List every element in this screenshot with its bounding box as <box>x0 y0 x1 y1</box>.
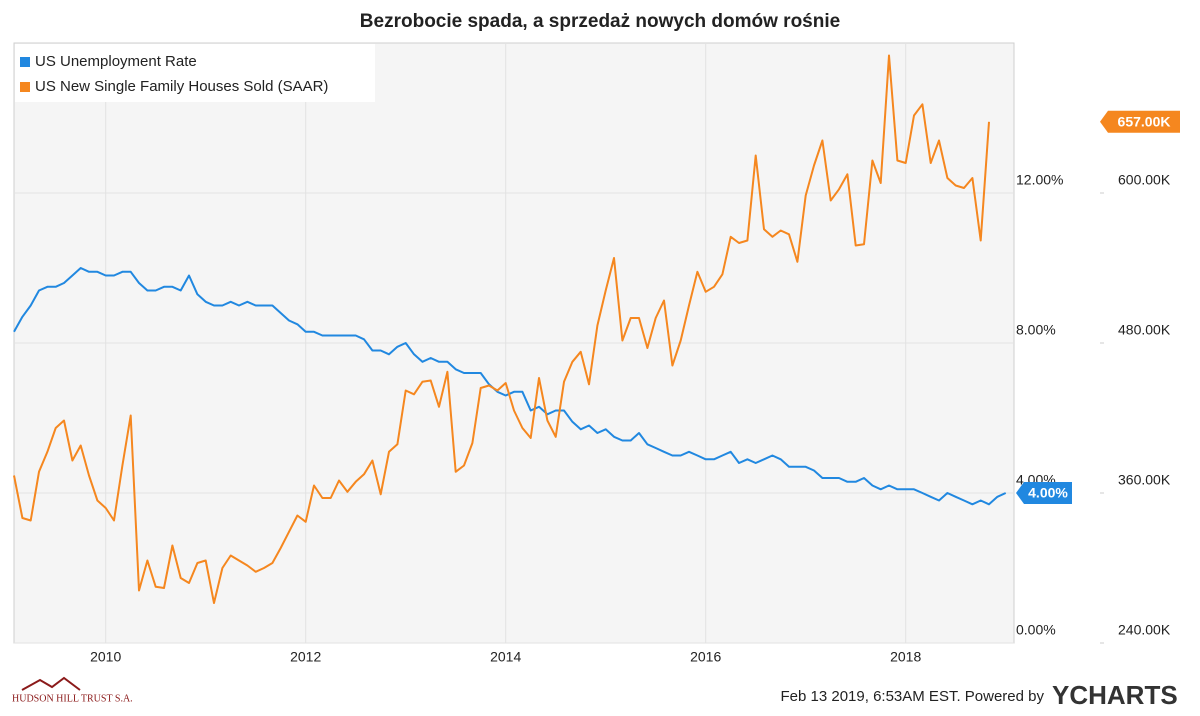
legend-swatch <box>20 57 30 67</box>
legend: US Unemployment Rate US New Single Family… <box>15 44 375 102</box>
y2-tick-label: 360.00K <box>1118 472 1171 488</box>
legend-label: US Unemployment Rate <box>35 53 197 70</box>
legend-box <box>15 44 375 102</box>
badge-label: 657.00K <box>1118 113 1171 129</box>
x-tick-label: 2018 <box>890 649 921 665</box>
series-line <box>13 54 990 604</box>
timestamp: Feb 13 2019, 6:53AM EST. Powered by <box>781 688 1045 705</box>
source-logo: HUDSON HILL TRUST S.A. <box>12 676 133 704</box>
x-tick-label: 2016 <box>690 649 721 665</box>
y-tick-label: 0.00% <box>1016 622 1056 638</box>
brand-logo: YCHARTS <box>1052 680 1178 710</box>
y2-tick-label: 600.00K <box>1118 172 1171 188</box>
x-tick-label: 2010 <box>90 649 121 665</box>
y-tick-label: 8.00% <box>1016 322 1056 338</box>
legend-label: US New Single Family Houses Sold (SAAR) <box>35 78 328 95</box>
badge-label: 4.00% <box>1028 485 1068 501</box>
x-tick-label: 2012 <box>290 649 321 665</box>
end-badge: 657.00K <box>1100 110 1180 133</box>
end-badge: 4.00% <box>1016 482 1072 504</box>
y-tick-label: 12.00% <box>1016 172 1063 188</box>
badge-shape <box>1100 110 1180 133</box>
y2-tick-label: 240.00K <box>1118 622 1171 638</box>
logo-roof <box>21 676 81 691</box>
y2-tick-label: 480.00K <box>1118 322 1171 338</box>
chart-title: Bezrobocie spada, a sprzedaż nowych domó… <box>360 11 840 32</box>
logo-text: HUDSON HILL TRUST S.A. <box>12 693 133 704</box>
x-tick-label: 2014 <box>490 649 521 665</box>
badge-shape <box>1016 482 1072 504</box>
legend-swatch <box>20 82 30 92</box>
